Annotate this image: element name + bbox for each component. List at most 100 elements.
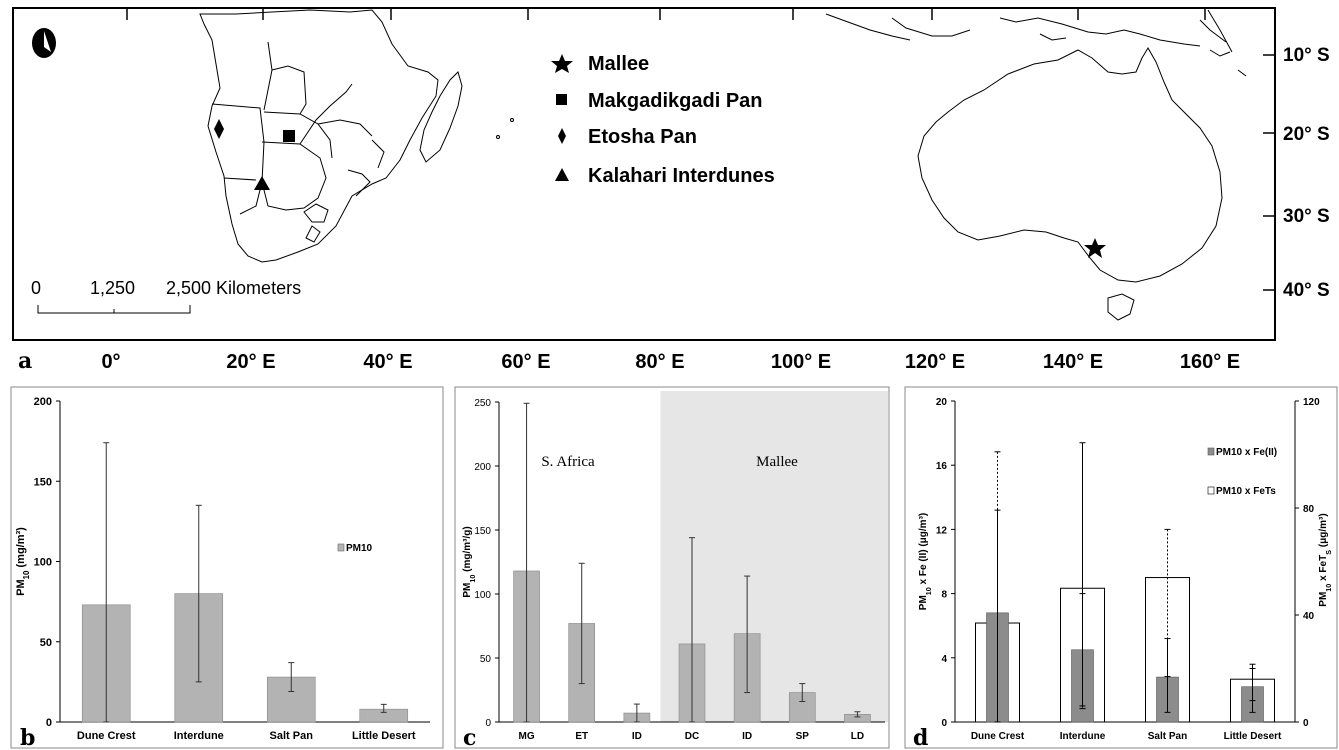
map-frame — [12, 7, 1276, 341]
y-tick-label-right: 120 — [1303, 397, 1320, 408]
africa-map — [199, 9, 514, 263]
y-tick-label: 4 — [941, 654, 947, 665]
legend-label: PM10 x FeTs — [1216, 486, 1276, 497]
panel-d-frame — [904, 386, 1338, 749]
latitude-labels: 10° S 20° S 30° S 40° S — [1283, 45, 1330, 301]
x-tick-label: DC — [685, 731, 699, 742]
legend-label: PM10 x Fe(II) — [1216, 447, 1277, 458]
y-tick-label: 250 — [474, 398, 491, 409]
x-tick-label: LD — [851, 731, 864, 742]
scale-tick-label: 2,500 Kilometers — [166, 278, 301, 298]
longitude-labels: a 0° 20° E 40° E 60° E 80° E 100° E 120°… — [18, 348, 1240, 374]
y-tick-label-right: 80 — [1303, 504, 1315, 515]
lat-label: 20° S — [1283, 124, 1330, 145]
y-tick-label: 0 — [46, 717, 52, 729]
panel-letter-b: b — [20, 725, 35, 750]
y-axis-label: PM10 (mg/m³) — [15, 527, 31, 596]
legend-swatch — [1207, 447, 1215, 456]
legend-label: Etosha Pan — [588, 126, 697, 148]
y-axis-label: PM10 x FeTS (μg/m³) — [1318, 513, 1333, 606]
lat-label: 30° S — [1283, 206, 1330, 227]
x-tick-label: SP — [796, 731, 810, 742]
panel-c-frame — [454, 386, 890, 749]
x-tick-label: Dune Crest — [77, 730, 136, 742]
x-tick-label: ET — [575, 731, 588, 742]
legend-label: Makgadikgadi Pan — [588, 90, 763, 112]
legend-label: Kalahari Interdunes — [588, 165, 775, 187]
y-tick-label: 0 — [485, 718, 491, 729]
x-tick-label: Interdune — [1060, 731, 1106, 742]
lon-label: 100° E — [771, 351, 831, 373]
site-markers — [214, 119, 1106, 258]
lat-label: 40° S — [1283, 280, 1330, 301]
makgadikgadi-pan-marker — [283, 130, 295, 142]
y-tick-label-right: 0 — [1303, 718, 1309, 729]
y-axis-label: PM10 (mg/m³/g) — [462, 526, 477, 597]
x-tick-label: ID — [632, 731, 642, 742]
panel-letter-a: a — [18, 348, 32, 374]
lon-label: 40° E — [363, 351, 412, 373]
australia-map — [917, 9, 1233, 321]
x-tick-label: Little Desert — [352, 730, 416, 742]
y-tick-label-right: 40 — [1303, 611, 1315, 622]
lon-label: 60° E — [501, 351, 550, 373]
x-tick-label: Salt Pan — [1148, 731, 1187, 742]
lon-label: 80° E — [635, 351, 684, 373]
kalahari-interdunes-marker — [254, 176, 270, 190]
panel-b-frame — [10, 386, 444, 749]
etosha-pan-marker — [214, 119, 224, 139]
y-tick-label: 150 — [474, 526, 491, 537]
x-tick-label: ID — [742, 731, 752, 742]
x-tick-label: Little Desert — [1224, 731, 1282, 742]
y-tick-label: 8 — [941, 590, 947, 601]
y-tick-label: 200 — [474, 462, 491, 473]
scale-bar: 0 1,250 2,500 Kilometers — [31, 278, 301, 314]
lat-label: 10° S — [1283, 45, 1330, 66]
panel-b-chart: 0 50 100 150 200 Dune Crest Interdune Salt Pan L… — [15, 396, 430, 750]
y-tick-label: 20 — [936, 397, 948, 408]
legend-triangle-icon — [555, 168, 569, 181]
y-tick-label: 12 — [936, 525, 948, 536]
y-tick-label: 100 — [34, 557, 52, 569]
y-axis-label: PM10 x Fe (II) (μg/m³) — [918, 513, 933, 610]
scale-tick-label: 0 — [31, 278, 41, 298]
map-right-ticks — [1263, 54, 1275, 291]
panel-letter-c: c — [463, 725, 476, 750]
lon-label: 20° E — [226, 351, 275, 373]
y-tick-label: 16 — [936, 461, 948, 472]
y-tick-label: 150 — [34, 476, 52, 488]
map-panel: Mallee Makgadikgadi Pan Etosha Pan Kalah… — [12, 7, 1330, 374]
region-label: S. Africa — [541, 454, 595, 470]
x-tick-label: Dune Crest — [971, 731, 1025, 742]
x-tick-label: Interdune — [174, 730, 224, 742]
lon-label: 0° — [101, 351, 120, 373]
map-legend: Mallee Makgadikgadi Pan Etosha Pan Kalah… — [551, 53, 775, 187]
region-label: Mallee — [756, 454, 798, 470]
legend-star-icon — [551, 54, 573, 73]
panel-d-chart: 0 4 8 12 16 20 0 40 80 120 Dune Crest Interdune Salt… — [913, 397, 1333, 750]
scale-tick-label: 1,250 — [90, 278, 135, 298]
mallee-marker — [1084, 238, 1106, 258]
lon-label: 120° E — [905, 351, 965, 373]
legend-square-icon — [556, 94, 567, 105]
y-tick-label: 0 — [941, 718, 947, 729]
panel-letter-d: d — [913, 725, 928, 750]
legend-diamond-icon — [558, 128, 566, 144]
panel-c-chart: 0 50 100 150 200 250 MG ET ID DC ID SP LD S. Africa Ma… — [462, 391, 888, 750]
legend-swatch — [337, 543, 345, 552]
x-tick-label: MG — [519, 731, 535, 742]
x-tick-label: Salt Pan — [270, 730, 314, 742]
y-tick-label: 100 — [474, 590, 491, 601]
y-tick-label: 50 — [480, 654, 492, 665]
lon-label: 160° E — [1180, 351, 1240, 373]
map-top-ticks — [126, 8, 1206, 20]
y-tick-label: 200 — [34, 396, 52, 408]
lon-label: 140° E — [1043, 351, 1103, 373]
legend-swatch — [1207, 486, 1215, 495]
indonesia-map — [825, 13, 1247, 77]
legend-label: PM10 — [346, 543, 373, 554]
legend-label: Mallee — [588, 53, 649, 75]
y-tick-label: 50 — [40, 637, 52, 649]
north-arrow-icon — [32, 28, 56, 58]
